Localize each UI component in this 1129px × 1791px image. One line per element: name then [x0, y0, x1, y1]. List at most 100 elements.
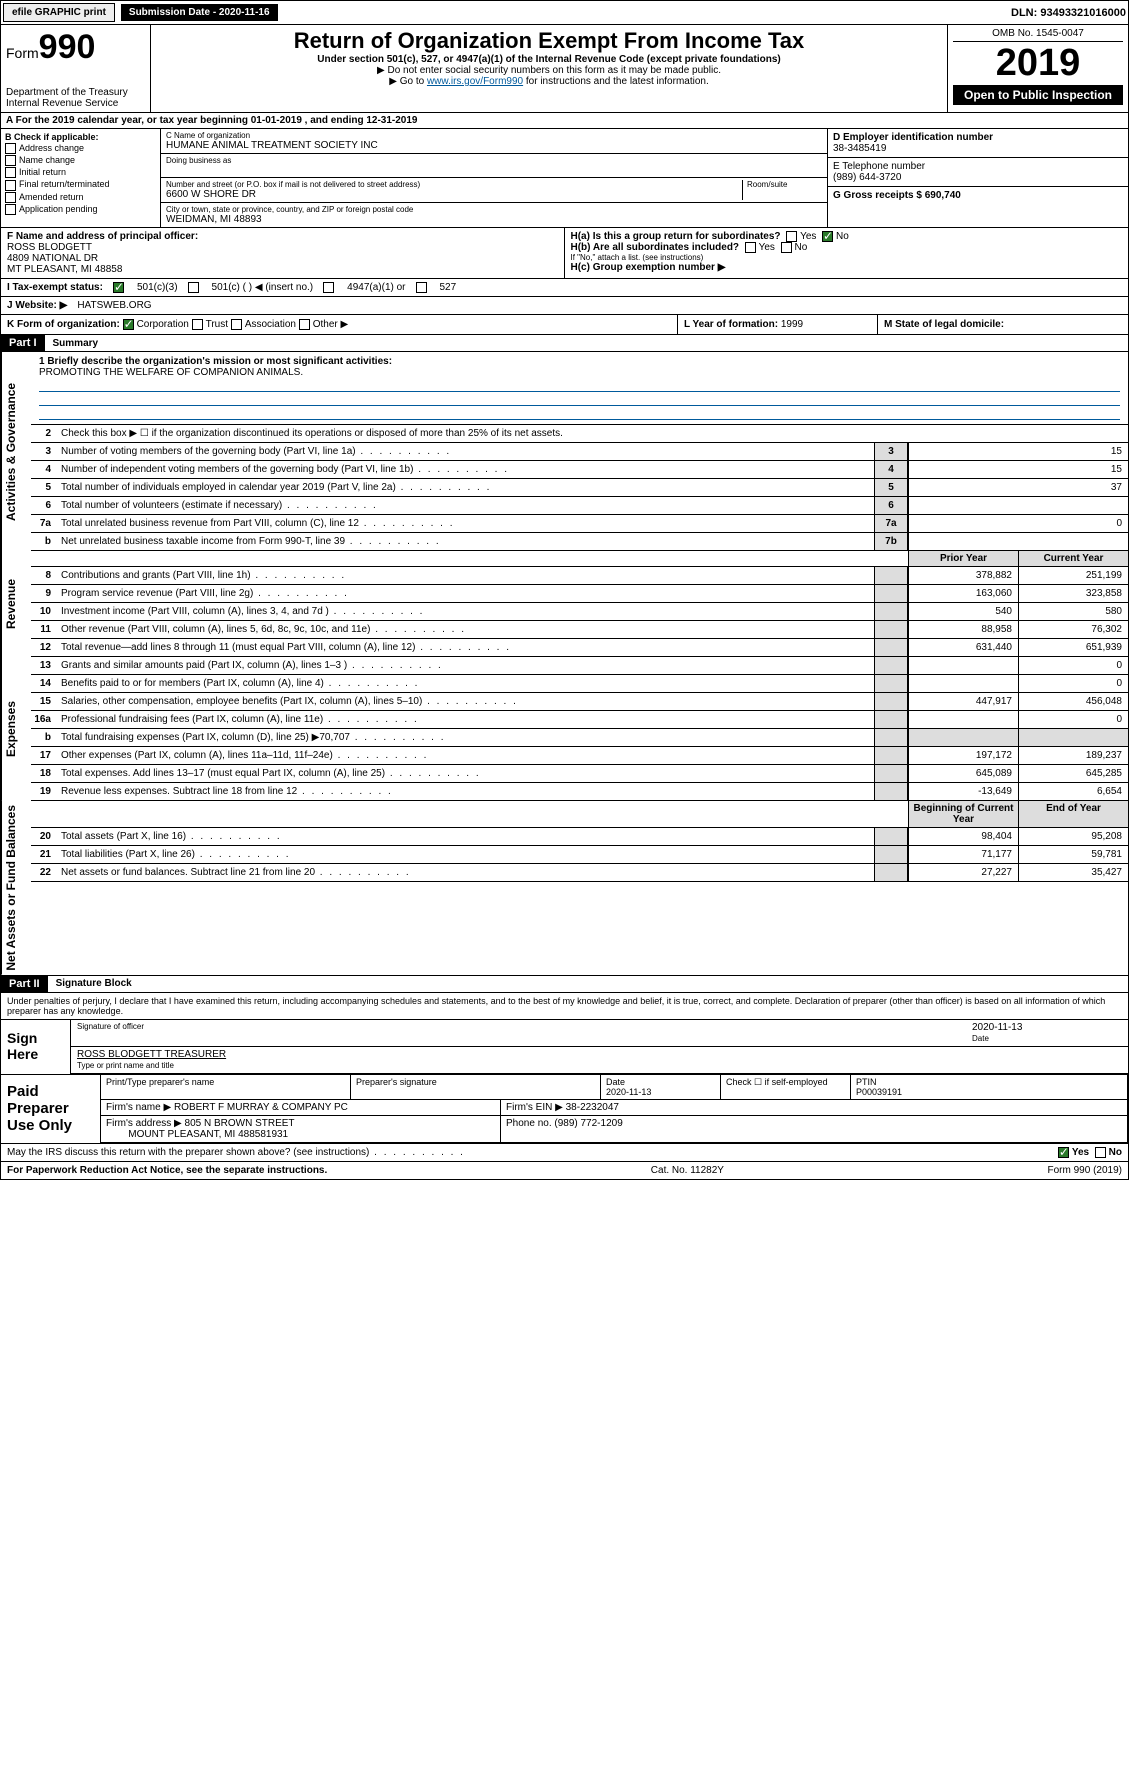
hb-yes[interactable]: Yes	[759, 242, 775, 253]
officer-sig-name: ROSS BLODGETT TREASURER	[77, 1049, 226, 1060]
l-year: L Year of formation: 1999	[678, 315, 878, 334]
subtitle-2: ▶ Do not enter social security numbers o…	[156, 65, 942, 76]
part2-tag: Part II	[1, 976, 48, 992]
ty-begin: 01-01-2019	[251, 115, 302, 126]
line-17: 17Other expenses (Part IX, column (A), l…	[31, 747, 1128, 765]
officer-addr1: 4809 NATIONAL DR	[7, 253, 98, 264]
sig-row-2: ROSS BLODGETT TREASURERType or print nam…	[71, 1047, 1128, 1074]
ty-mid: , and ending	[305, 115, 367, 126]
subtitle-3: ▶ Go to www.irs.gov/Form990 for instruct…	[156, 76, 942, 87]
prep-label: Paid Preparer Use Only	[1, 1075, 101, 1143]
chk-4947[interactable]	[323, 282, 334, 293]
form-header: Form990 Department of the Treasury Inter…	[0, 25, 1129, 113]
part1-title: Summary	[45, 336, 107, 351]
chk-501c[interactable]	[188, 282, 199, 293]
website-row: J Website: ▶ HATSWEB.ORG	[0, 297, 1129, 315]
vlabel-rev: Revenue	[1, 551, 31, 657]
part1-header: Part I Summary	[0, 335, 1129, 352]
vlabel-gov: Activities & Governance	[1, 352, 31, 551]
footer-left: For Paperwork Reduction Act Notice, see …	[7, 1165, 327, 1176]
gov-line-4: 4Number of independent voting members of…	[31, 461, 1128, 479]
prep-addr-row: Firm's address ▶ 805 N BROWN STREET MOUN…	[101, 1116, 1128, 1143]
opt-4947: 4947(a)(1) or	[347, 282, 405, 293]
chk-trust[interactable]	[192, 319, 203, 330]
signature-section: Sign Here Signature of officer 2020-11-1…	[0, 1020, 1129, 1144]
klm-row: K Form of organization: Corporation Trus…	[0, 315, 1129, 335]
m-label: M State of legal domicile:	[884, 319, 1004, 330]
chk-other[interactable]	[299, 319, 310, 330]
chk-527[interactable]	[416, 282, 427, 293]
chk-name[interactable]: Name change	[5, 155, 156, 166]
chk-501c3[interactable]	[113, 282, 124, 293]
city-label: City or town, state or province, country…	[166, 205, 822, 214]
chk-address[interactable]: Address change	[5, 143, 156, 154]
hb-no[interactable]: No	[795, 242, 808, 253]
discuss-yes: Yes	[1072, 1147, 1089, 1158]
ein-label: D Employer identification number	[833, 132, 993, 143]
discuss-no-chk[interactable]	[1095, 1147, 1106, 1158]
chk-assoc[interactable]	[231, 319, 242, 330]
form-number: 990	[39, 28, 96, 66]
firm-addr-label: Firm's address ▶	[106, 1118, 182, 1129]
line-19: 19Revenue less expenses. Subtract line 1…	[31, 783, 1128, 801]
line-14: 14Benefits paid to or for members (Part …	[31, 675, 1128, 693]
footer-mid: Cat. No. 11282Y	[651, 1165, 724, 1176]
room-label: Room/suite	[747, 180, 822, 189]
line-10: 10Investment income (Part VIII, column (…	[31, 603, 1128, 621]
form-number-cell: Form990 Department of the Treasury Inter…	[1, 25, 151, 112]
officer-name: ROSS BLODGETT	[7, 242, 92, 253]
chk-pending[interactable]: Application pending	[5, 204, 156, 215]
part2-header: Part II Signature Block	[0, 976, 1129, 993]
website-value: HATSWEB.ORG	[77, 300, 151, 311]
checkif-label: B Check if applicable:	[5, 132, 99, 142]
line-12: 12Total revenue—add lines 8 through 11 (…	[31, 639, 1128, 657]
officer-name-label: Type or print name and title	[77, 1061, 174, 1070]
footer-right: Form 990 (2019)	[1048, 1165, 1122, 1176]
f-label: F Name and address of principal officer:	[7, 231, 198, 242]
expenses-section: Expenses 13Grants and similar amounts pa…	[0, 657, 1129, 801]
gross-value: 690,740	[925, 190, 961, 201]
l-label: L Year of formation:	[684, 319, 781, 330]
k-form-org: K Form of organization: Corporation Trus…	[1, 315, 678, 334]
tax-status-row: I Tax-exempt status: 501(c)(3) 501(c) ( …	[0, 279, 1129, 297]
line-9: 9Program service revenue (Part VIII, lin…	[31, 585, 1128, 603]
prep-h4: Check ☐ if self-employed	[721, 1075, 851, 1100]
entity-block: B Check if applicable: Address change Na…	[0, 129, 1129, 228]
chk-amended[interactable]: Amended return	[5, 192, 156, 203]
irs-link[interactable]: www.irs.gov/Form990	[427, 76, 523, 87]
ty-end: 12-31-2019	[366, 115, 417, 126]
org-address: 6600 W SHORE DR	[166, 189, 742, 200]
tax-year-row: A For the 2019 calendar year, or tax yea…	[0, 113, 1129, 129]
dln: DLN: 93493321016000	[1011, 7, 1126, 19]
prep-h2: Preparer's signature	[351, 1075, 601, 1100]
subdate-value: 2020-11-16	[219, 7, 270, 18]
ha-yes[interactable]: Yes	[800, 231, 816, 242]
chk-corp[interactable]	[123, 319, 134, 330]
gov-line-b: bNet unrelated business taxable income f…	[31, 533, 1128, 551]
m-state: M State of legal domicile:	[878, 315, 1128, 334]
sig-row-1: Signature of officer 2020-11-13Date	[71, 1020, 1128, 1047]
status-label: I Tax-exempt status:	[7, 282, 103, 293]
org-name-col: C Name of organization HUMANE ANIMAL TRE…	[161, 129, 828, 227]
hdr-end: End of Year	[1018, 801, 1128, 827]
right-col: D Employer identification number 38-3485…	[828, 129, 1128, 227]
prep-firm-row: Firm's name ▶ ROBERT F MURRAY & COMPANY …	[101, 1100, 1128, 1116]
prep-h3: Date	[606, 1077, 625, 1087]
addr-label: Number and street (or P.O. box if mail i…	[166, 180, 742, 189]
opt-assoc: Association	[245, 319, 296, 330]
ein-value: 38-3485419	[833, 143, 886, 154]
opt-trust: Trust	[206, 319, 228, 330]
mission-block: 1 Briefly describe the organization's mi…	[31, 352, 1128, 425]
opt-501c: 501(c) ( ) ◀ (insert no.)	[212, 282, 314, 293]
org-name: HUMANE ANIMAL TREATMENT SOCIETY INC	[166, 140, 822, 151]
k-label: K Form of organization:	[7, 319, 120, 330]
prep-h1: Print/Type preparer's name	[101, 1075, 351, 1100]
chk-initial[interactable]: Initial return	[5, 167, 156, 178]
opt-other: Other ▶	[313, 319, 348, 330]
ha-no[interactable]: No	[836, 231, 849, 242]
org-name-label: C Name of organization	[166, 131, 822, 140]
sig-date-label: Date	[972, 1034, 989, 1043]
prep-date: 2020-11-13	[606, 1087, 651, 1097]
discuss-yes-chk[interactable]	[1058, 1147, 1069, 1158]
chk-final[interactable]: Final return/terminated	[5, 179, 156, 190]
